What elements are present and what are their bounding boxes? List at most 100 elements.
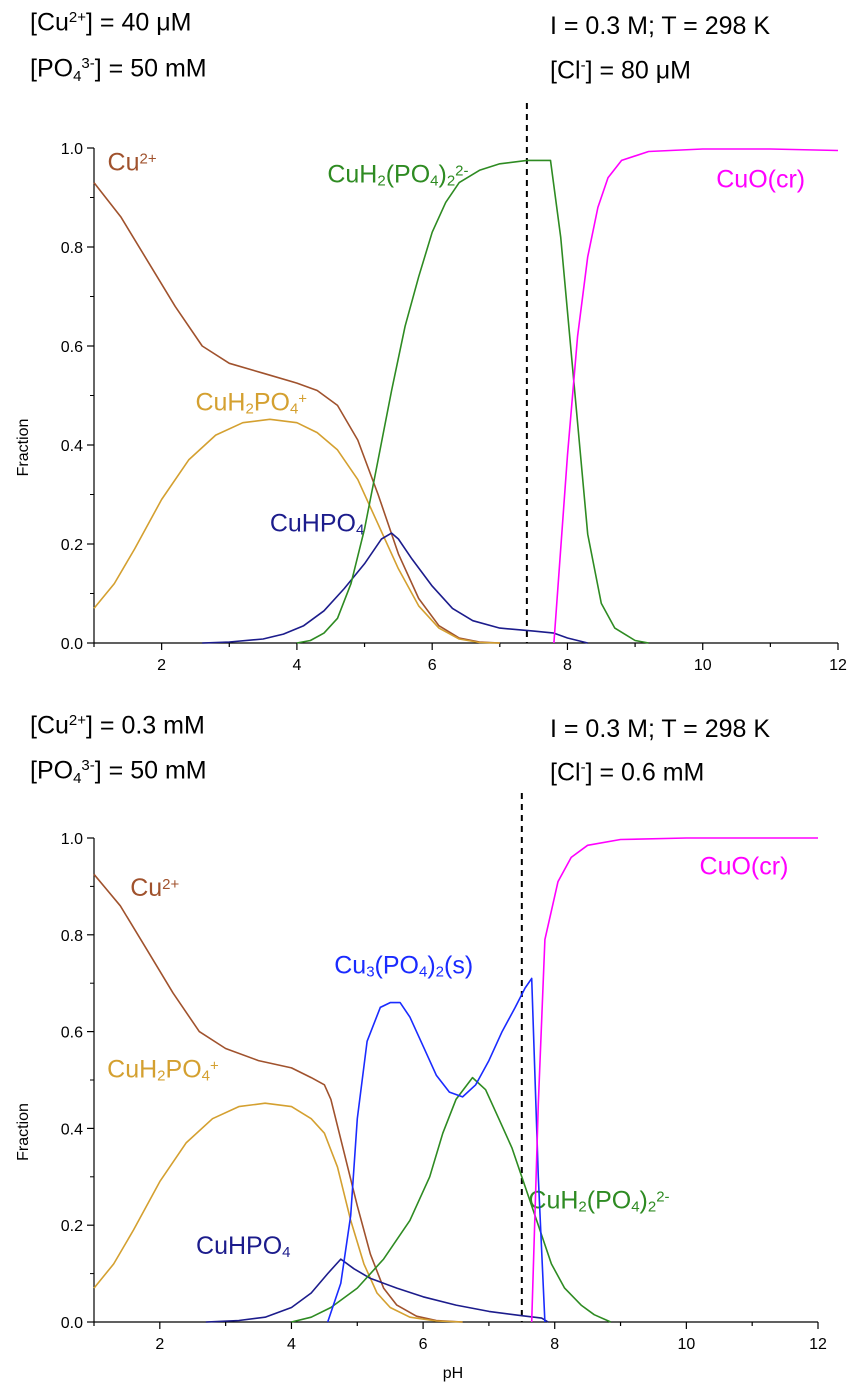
top-label-part: (PO bbox=[386, 161, 430, 189]
top-x-tick-label: 10 bbox=[694, 657, 712, 674]
top-y-tick-label: 1.0 bbox=[61, 141, 83, 158]
bottom-label-part: CuH bbox=[107, 1056, 157, 1084]
bottom-y-tick-label: 0.2 bbox=[61, 1218, 83, 1235]
bottom-cu-value: ] = 0.3 mM bbox=[86, 711, 205, 740]
bottom-x-tick-label: 4 bbox=[287, 1336, 296, 1353]
bottom-series-cu3-po4-2-s bbox=[326, 977, 546, 1323]
bottom-label-part: CuO(cr) bbox=[700, 852, 789, 880]
bottom-label-part: 2 bbox=[436, 964, 444, 981]
bottom-x-tick-label: 12 bbox=[809, 1336, 827, 1353]
top-label-cuhpo4: CuHPO4 bbox=[270, 510, 364, 539]
bottom-label-part: 4 bbox=[282, 1244, 290, 1261]
top-label-part: 4 bbox=[356, 522, 364, 539]
bottom-cu-conc: [Cu2+] = 0.3 mM bbox=[30, 713, 205, 738]
top-ionic-strength: I = 0.3 M; T = 298 K bbox=[550, 14, 770, 39]
top-label-part: CuH bbox=[327, 161, 377, 189]
bottom-label-part: + bbox=[210, 1058, 219, 1075]
bottom-y-tick-label: 0.0 bbox=[61, 1315, 83, 1332]
bottom-label-part: Cu bbox=[130, 874, 162, 902]
top-label-cu2: Cu2+ bbox=[108, 148, 157, 176]
bottom-x-tick-label: 6 bbox=[419, 1336, 428, 1353]
top-cu-charge: 2+ bbox=[68, 9, 87, 26]
bottom-po4-sub: 4 bbox=[73, 769, 82, 787]
bottom-y-tick-label: 0.6 bbox=[61, 1025, 83, 1042]
top-ionic-text: I = 0.3 M; T = 298 K bbox=[550, 12, 771, 40]
bottom-label-part: 2+ bbox=[162, 876, 179, 893]
top-x-tick-label: 8 bbox=[563, 657, 572, 674]
top-y-axis-label: Fraction bbox=[15, 419, 32, 477]
bottom-series-cuo-cr bbox=[530, 837, 818, 1323]
bottom-series-cuhpo4 bbox=[205, 1258, 549, 1323]
bottom-label-part: CuHPO bbox=[196, 1232, 282, 1260]
bottom-cl-conc: [Cl-] = 0.6 mM bbox=[550, 760, 704, 785]
top-label-cuh2-po4-2-2: CuH2(PO4)22- bbox=[327, 161, 468, 190]
top-label-part: 4 bbox=[290, 400, 298, 417]
bottom-po4-charge: 3- bbox=[81, 757, 95, 774]
bottom-label-part: (PO bbox=[375, 952, 419, 980]
bottom-x-tick-label: 8 bbox=[550, 1336, 559, 1353]
top-label-part: 2 bbox=[245, 400, 253, 417]
top-cl-conc: [Cl-] = 80 μM bbox=[550, 58, 691, 83]
bottom-label-cuo-cr: CuO(cr) bbox=[700, 852, 789, 880]
bottom-y-axis-label: Fraction bbox=[15, 1103, 32, 1161]
top-label-part: 2+ bbox=[139, 151, 156, 168]
bottom-label-cu2: Cu2+ bbox=[130, 874, 179, 902]
top-cl-charge: - bbox=[580, 57, 586, 74]
bottom-po4-value: ] = 50 mM bbox=[94, 756, 207, 785]
bottom-label-part: 2- bbox=[656, 1189, 669, 1206]
top-po4-sub: 4 bbox=[73, 67, 82, 85]
bottom-label-part: 4 bbox=[631, 1198, 639, 1215]
top-label-part: CuH bbox=[195, 388, 245, 416]
bottom-po4-conc: [PO43-] = 50 mM bbox=[30, 758, 207, 786]
bottom-plot: 0.00.20.40.60.81.02 4 6 8 10 12FractionpHCu2+… bbox=[15, 793, 827, 1382]
top-label-part: 4 bbox=[430, 173, 438, 190]
bottom-label-part: 2 bbox=[578, 1198, 586, 1215]
bottom-cu-charge: 2+ bbox=[68, 712, 87, 729]
top-series-cuh2-po4-2-2 bbox=[296, 159, 649, 644]
bottom-label-part: PO bbox=[166, 1056, 202, 1084]
top-label-cuo-cr: CuO(cr) bbox=[716, 166, 805, 194]
bottom-series-cuh2-po4-2-2 bbox=[291, 1076, 612, 1323]
bottom-label-part: Cu bbox=[334, 952, 366, 980]
top-series-cu2 bbox=[93, 182, 500, 644]
bottom-label-cuhpo4: CuHPO4 bbox=[196, 1232, 290, 1261]
bottom-label-cuh2po4: CuH2PO4+ bbox=[107, 1056, 219, 1085]
bottom-cl-charge: - bbox=[580, 759, 586, 776]
bottom-label-part: 4 bbox=[419, 964, 427, 981]
top-cu-value: ] = 40 μM bbox=[86, 8, 192, 37]
bottom-y-tick-label: 1.0 bbox=[61, 831, 83, 848]
bottom-series-cuh2po4 bbox=[93, 1102, 463, 1323]
top-x-tick-label: 4 bbox=[292, 657, 301, 674]
top-x-tick-label: 12 bbox=[829, 657, 847, 674]
top-label-part: 2 bbox=[447, 173, 455, 190]
top-label-part: ) bbox=[439, 161, 447, 189]
bottom-po4-label: [PO bbox=[30, 756, 74, 785]
top-cl-value: ] = 80 μM bbox=[585, 56, 691, 85]
top-label-part: Cu bbox=[108, 148, 140, 176]
top-y-tick-label: 0.8 bbox=[61, 240, 83, 257]
bottom-cl-value: ] = 0.6 mM bbox=[585, 758, 705, 787]
top-y-tick-label: 0.0 bbox=[61, 636, 83, 653]
bottom-label-part: (PO bbox=[587, 1186, 631, 1214]
top-label-part: 2 bbox=[377, 173, 385, 190]
bottom-label-part: 2 bbox=[157, 1068, 165, 1085]
top-plot: 0.00.20.40.60.81.02 4 6 8 10 12FractionCu2+Cu… bbox=[15, 103, 847, 674]
top-po4-label: [PO bbox=[30, 54, 74, 83]
bottom-y-tick-label: 0.4 bbox=[61, 1121, 83, 1138]
top-label-part: CuHPO bbox=[270, 510, 356, 538]
top-x-tick-label: 2 bbox=[157, 657, 166, 674]
top-label-part: PO bbox=[254, 388, 290, 416]
bottom-x-axis-label: pH bbox=[443, 1365, 463, 1382]
top-series-cuo-cr bbox=[553, 148, 839, 644]
top-y-tick-label: 0.2 bbox=[61, 537, 83, 554]
top-po4-charge: 3- bbox=[81, 55, 95, 72]
top-x-tick-label: 6 bbox=[428, 657, 437, 674]
top-label-cuh2po4: CuH2PO4+ bbox=[195, 388, 307, 417]
top-cu-label: [Cu bbox=[30, 8, 69, 37]
bottom-label-cu3-po4-2-s: Cu3(PO4)2(s) bbox=[334, 952, 473, 981]
bottom-label-part: ) bbox=[427, 952, 435, 980]
bottom-x-tick-label: 10 bbox=[677, 1336, 695, 1353]
bottom-label-cuh2-po4-2-2: CuH2(PO4)22- bbox=[528, 1186, 669, 1215]
top-y-tick-label: 0.4 bbox=[61, 438, 83, 455]
